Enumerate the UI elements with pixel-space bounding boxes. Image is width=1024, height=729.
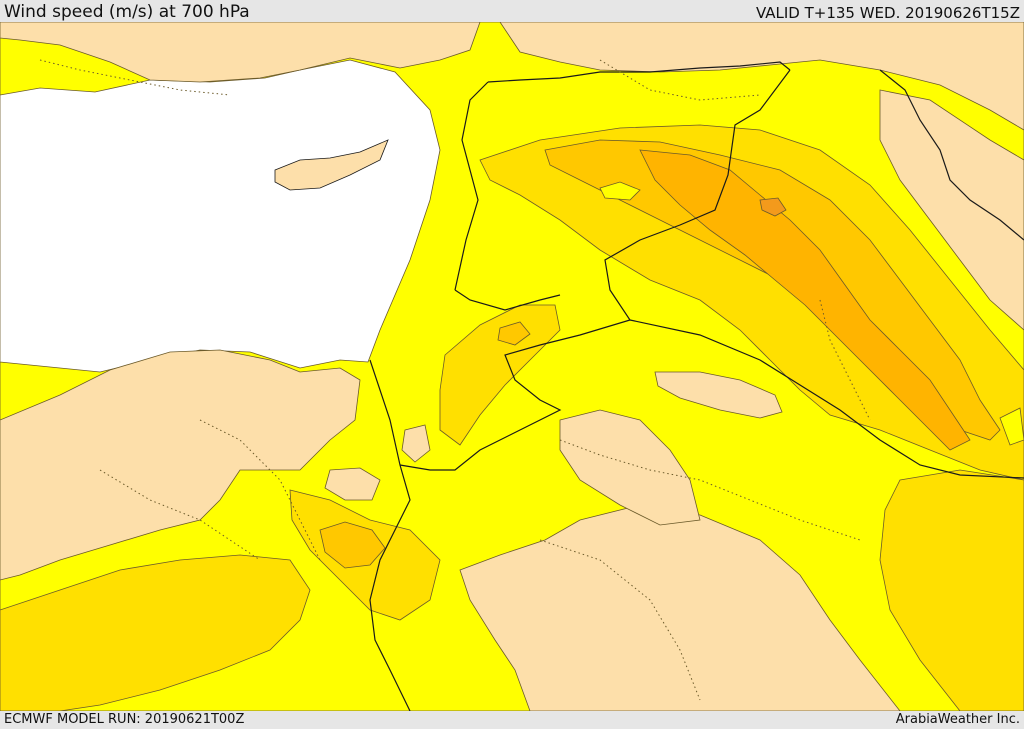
model-run-label: ECMWF MODEL RUN: 20190621T00Z: [4, 712, 245, 727]
calm-region-egypt: [0, 349, 361, 581]
wind-band-orange-1: [479, 124, 1024, 481]
wind-band-orange-east: [879, 469, 1024, 711]
yellow-pocket-2: [999, 407, 1024, 446]
map-canvas: [0, 22, 1024, 711]
wind-speed-map: [0, 22, 1024, 711]
mediterranean-sea: [0, 60, 440, 372]
map-title: Wind speed (m/s) at 700 hPa: [4, 2, 250, 22]
header-bar: Wind speed (m/s) at 700 hPa VALID T+135 …: [0, 0, 1024, 22]
footer-bar: ECMWF MODEL RUN: 20190621T00Z ArabiaWeat…: [0, 711, 1024, 729]
credit-label: ArabiaWeather Inc.: [895, 712, 1020, 727]
wind-core: [759, 197, 787, 217]
wind-band-amber-jordan: [497, 321, 531, 346]
wind-band-orange-sw: [0, 554, 311, 711]
calm-region-turkey: [0, 22, 481, 83]
calm-region-arabia-east: [559, 409, 701, 526]
calm-patch-levant: [324, 467, 381, 501]
province-borders: [39, 59, 871, 701]
wind-band-orange-jordan: [439, 304, 561, 446]
calm-region-arabia: [459, 504, 901, 711]
calm-region-iraq-west: [654, 371, 783, 419]
calm-patch-sinai: [401, 424, 431, 463]
wind-band-amber-sinai: [319, 521, 386, 569]
valid-time-label: VALID T+135 WED. 20190626T15Z: [755, 4, 1020, 22]
calm-region-north: [499, 22, 1024, 131]
yellow-pocket-1: [599, 181, 641, 201]
wind-band-deep-orange: [639, 149, 971, 451]
country-borders: [369, 61, 1024, 711]
calm-region-iran: [879, 89, 1024, 331]
cyprus-island: [274, 139, 389, 191]
